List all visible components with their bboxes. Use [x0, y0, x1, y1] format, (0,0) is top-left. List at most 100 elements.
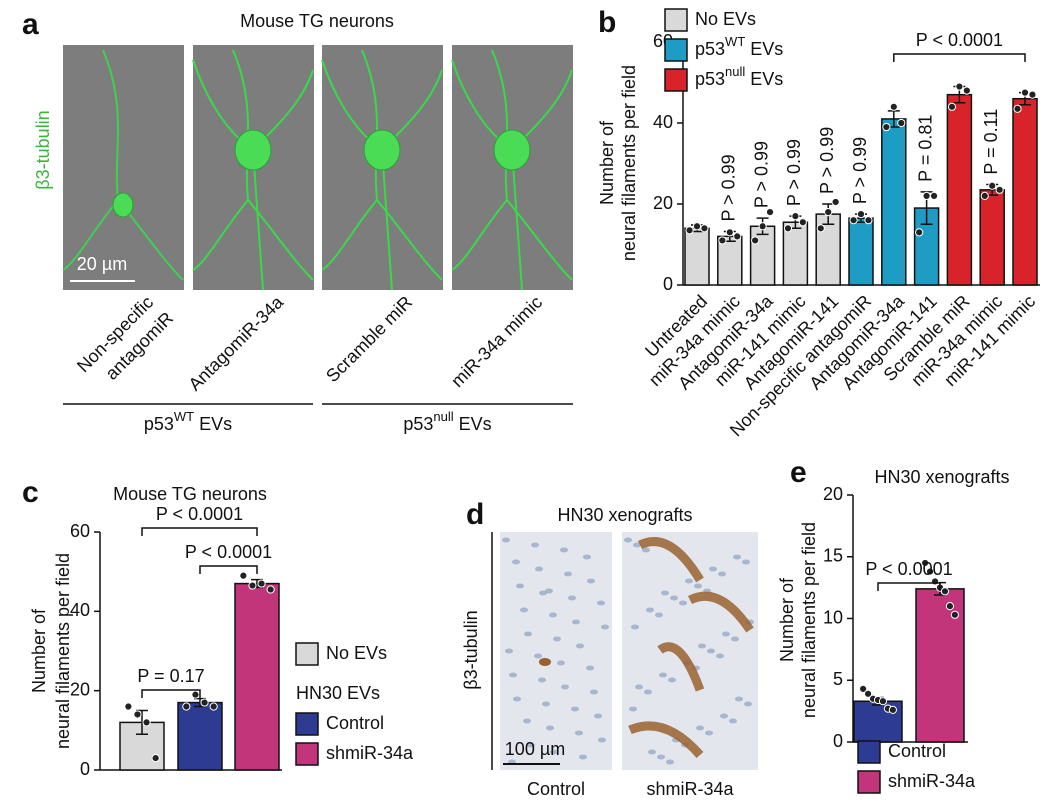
stained-fiber [637, 537, 704, 583]
data-point [859, 684, 868, 693]
y-tick-label: 40 [653, 112, 673, 132]
group-label-part: WT [174, 409, 194, 424]
nucleus [523, 718, 531, 724]
group-label-part: EVs [454, 414, 492, 434]
p-value-label: P > 0.99 [817, 127, 837, 194]
nucleus [512, 559, 520, 565]
data-point [1020, 88, 1030, 97]
data-point [831, 197, 840, 207]
nucleus [575, 730, 583, 736]
nucleus [685, 578, 693, 584]
y-tick-label: 0 [663, 274, 673, 294]
stained-fiber [628, 721, 704, 759]
panel-letter: b [598, 6, 616, 39]
nucleus [646, 607, 654, 613]
nucleus [598, 737, 606, 743]
p-value-label: P > 0.99 [719, 154, 739, 221]
stain-label: β3-tubulin [33, 110, 53, 189]
nucleus [661, 590, 669, 596]
stained-fiber [657, 642, 705, 692]
data-point [925, 567, 935, 576]
nucleus [561, 684, 569, 690]
image-label: Control [527, 779, 585, 799]
y-axis-label: neural filaments per field [53, 553, 73, 749]
legend-swatch [664, 38, 688, 62]
data-point [878, 697, 888, 706]
data-point [888, 705, 897, 714]
neuron-soma [363, 129, 401, 171]
data-point [191, 690, 200, 699]
data-point [889, 102, 898, 111]
nucleus [509, 672, 517, 678]
data-point [725, 228, 734, 237]
data-point [765, 208, 775, 217]
nucleus [545, 588, 553, 594]
legend-swatch [664, 8, 688, 32]
nucleus [538, 677, 546, 683]
chart-title: HN30 xenografts [874, 467, 1009, 487]
legend-swatch [295, 712, 319, 736]
data-point [922, 191, 931, 200]
nucleus [590, 689, 598, 695]
y-tick-label: 5 [833, 669, 843, 689]
legend-label: Control [326, 713, 384, 733]
data-point [182, 702, 191, 711]
data-point [783, 224, 793, 233]
nucleus [733, 554, 741, 560]
stained-fiber [539, 658, 551, 666]
chart-title: Mouse TG neurons [113, 484, 267, 504]
nucleus [657, 754, 665, 760]
y-tick-label: 20 [823, 484, 843, 504]
group-label-part: EVs [194, 414, 232, 434]
bar [979, 189, 1005, 286]
y-axis-label: neural filaments per field [799, 522, 819, 718]
nucleus [629, 706, 637, 712]
panel-letter: e [790, 456, 807, 489]
nucleus [731, 636, 739, 642]
significance-bracket [893, 53, 1026, 62]
data-point [955, 82, 964, 91]
nucleus [722, 631, 730, 637]
nucleus [696, 725, 704, 731]
panel-title: Mouse TG neurons [240, 11, 394, 31]
bar [946, 93, 973, 286]
y-tick-label: 60 [70, 521, 90, 541]
significance-label: P < 0.0001 [916, 30, 1003, 50]
y-tick-label: 40 [70, 600, 90, 620]
nucleus [576, 643, 584, 649]
panel-letter: a [22, 8, 39, 41]
legend-label: shmiR-34a [888, 771, 976, 791]
nucleus [698, 643, 706, 649]
data-point [1013, 104, 1022, 113]
legend-label-part: WT [725, 34, 745, 49]
nucleus [659, 672, 667, 678]
panel-title: HN30 xenografts [557, 505, 692, 525]
nucleus [716, 653, 724, 659]
data-point [945, 602, 955, 611]
data-point [151, 754, 160, 763]
data-point [266, 585, 275, 594]
nucleus [549, 612, 557, 618]
data-point [239, 571, 248, 580]
scale-bar-label: 100 µm [505, 739, 565, 759]
data-point [692, 222, 702, 231]
nucleus [542, 701, 550, 707]
legend-label-part: p53 [695, 69, 725, 89]
data-point [940, 587, 950, 596]
nucleus [694, 583, 702, 589]
y-axis-label: Number of [777, 577, 797, 662]
nucleus [624, 537, 632, 543]
nucleus [535, 566, 543, 572]
nucleus [550, 749, 558, 755]
significance-bracket [141, 527, 258, 536]
nucleus [513, 696, 521, 702]
nucleus [679, 600, 687, 606]
data-point [824, 208, 833, 217]
neuron-process [451, 49, 573, 281]
data-point [758, 222, 767, 231]
significance-label: P < 0.0001 [865, 559, 952, 579]
significance-label: P < 0.0001 [185, 542, 272, 562]
data-point [980, 191, 989, 200]
nucleus [572, 619, 580, 625]
nucleus [718, 571, 726, 577]
